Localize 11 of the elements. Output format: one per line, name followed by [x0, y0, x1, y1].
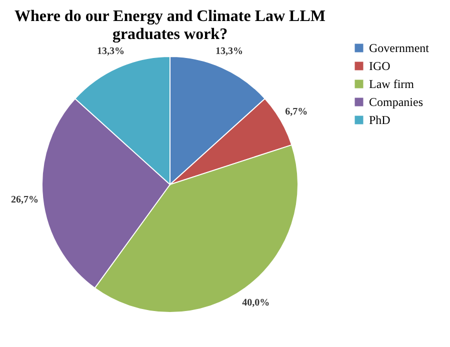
legend-label: IGO — [369, 59, 391, 73]
legend-label: Companies — [369, 95, 424, 109]
data-label: 40,0% — [242, 298, 270, 309]
data-label: 6,7% — [285, 106, 308, 118]
chart-title: Where do our Energy and Climate Law LLM graduates work? — [14, 8, 326, 43]
data-label: 13,3% — [215, 46, 243, 58]
legend-label: Law firm — [369, 77, 415, 91]
data-label: 13,3% — [97, 46, 125, 58]
legend-label: PhD — [369, 113, 391, 127]
legend-label: Government — [369, 41, 430, 55]
data-label: 26,7% — [11, 194, 39, 206]
